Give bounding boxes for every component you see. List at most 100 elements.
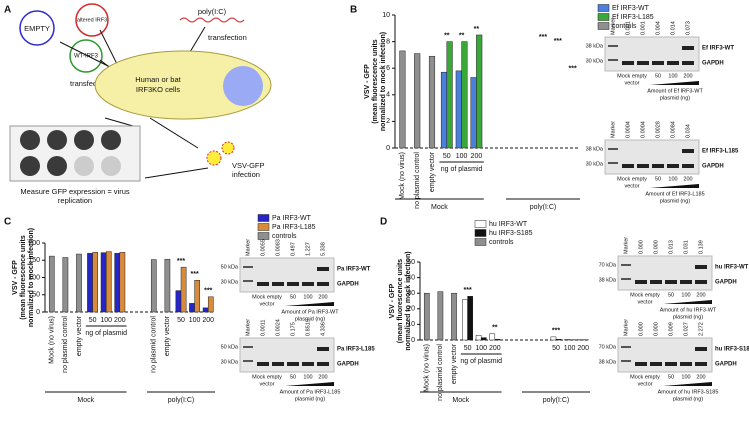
band: [257, 282, 269, 286]
bar: [440, 71, 448, 149]
x-tick-label: no plasmid control: [62, 316, 69, 373]
x-tick-label: 200: [577, 345, 589, 352]
bar: [423, 292, 430, 341]
band: [680, 280, 692, 284]
bar: [428, 55, 436, 149]
band: [621, 264, 631, 266]
wells: [20, 130, 121, 176]
bar: [62, 257, 69, 313]
band: [682, 149, 694, 153]
blot-amount: Amount of Ef IRF3-L185: [645, 191, 704, 197]
group-label: poly(I:C): [168, 397, 194, 404]
legend-label: Pa IRF3-WT: [272, 215, 312, 222]
arrow: [144, 167, 209, 179]
blot-marker: Marker: [610, 121, 616, 138]
bar: [194, 280, 201, 313]
significance: **: [474, 26, 480, 33]
blot-x-label: vector: [625, 80, 640, 86]
x-tick-label: 100: [456, 153, 468, 160]
lane-value: 0.031: [683, 240, 689, 254]
band: [287, 282, 299, 286]
band: [622, 164, 634, 168]
band: [635, 280, 647, 284]
x-tick-label: 100: [564, 345, 576, 352]
x-axis-label: ng of plasmid: [441, 166, 483, 173]
significance: **: [492, 325, 498, 332]
blot-target: Pa IRF3-WT: [337, 267, 371, 273]
panel-label: A: [4, 5, 11, 16]
band: [665, 362, 677, 366]
y-tick-label: 8: [386, 38, 390, 45]
wt-plasmid: [69, 39, 103, 73]
blot-marker: Marker: [245, 239, 251, 256]
band: [608, 148, 618, 150]
lane-value: 0.001: [625, 21, 631, 35]
blot-x-label: vector: [260, 381, 275, 387]
lane-value: 0.0024: [275, 319, 281, 336]
legend-label: controls: [489, 239, 514, 246]
lane-value: 0.0083: [275, 239, 281, 256]
blot-target: hu IRF3-WT: [715, 265, 749, 271]
x-tick-label: empty vector: [451, 343, 458, 384]
band: [665, 280, 677, 284]
y-tick-label: 20: [407, 306, 415, 313]
band: [621, 346, 631, 348]
band: [695, 280, 707, 284]
bar: [489, 333, 496, 341]
diagram-text: poly(I:C): [198, 7, 227, 16]
y-tick-label: 0: [386, 145, 390, 152]
bar: [150, 259, 157, 313]
legend-swatch: [597, 22, 610, 30]
bar: [550, 336, 557, 341]
band: [317, 267, 329, 271]
x-tick-label: 200: [489, 345, 501, 352]
blot-x-label: 50: [290, 294, 296, 300]
legend-swatch: [474, 238, 487, 246]
diagram-text: infection: [232, 170, 260, 179]
kda-label: 30 kDa: [221, 359, 239, 365]
blot-target: Ef IRF3-L185: [702, 149, 739, 155]
panel-label: B: [350, 5, 357, 16]
significance: ***: [191, 271, 199, 278]
blot-marker: Marker: [623, 319, 629, 336]
band: [695, 347, 707, 351]
band: [317, 282, 329, 286]
blot-x-label: 100: [681, 374, 690, 380]
arrow: [149, 117, 199, 149]
band: [287, 362, 299, 366]
bar: [437, 291, 444, 341]
blot-x-label: 200: [318, 374, 327, 380]
kda-label: 70 kDa: [599, 262, 617, 268]
band: [667, 61, 679, 65]
blot-amount: plasmid (ng): [295, 316, 325, 322]
lane-value: 0.0004: [640, 121, 646, 138]
diagram-text: transfection: [208, 33, 247, 42]
significance: ***: [464, 287, 472, 294]
bar: [455, 70, 462, 149]
bar: [114, 253, 121, 313]
band: [622, 61, 634, 65]
lane-value: 0.8519: [305, 319, 311, 336]
band: [302, 362, 314, 366]
lane-value: 1.227: [305, 242, 311, 256]
x-tick-label: 200: [471, 153, 483, 160]
blot-amount: plasmid (ng): [295, 396, 325, 402]
significance: ***: [177, 258, 185, 265]
bar: [446, 41, 453, 149]
diagram-text: EMPTY: [24, 24, 50, 33]
kda-label: 50 kDa: [221, 344, 239, 350]
y-tick-label: 10: [382, 12, 390, 19]
band: [621, 360, 631, 362]
blot-amount: plasmid (ng): [673, 396, 703, 402]
group-label: Mock: [452, 397, 469, 404]
kda-label: 38 kDa: [586, 146, 604, 152]
diagram-text: replication: [58, 196, 92, 205]
lane-value: 0.000: [653, 322, 659, 336]
bar: [189, 303, 195, 313]
band: [317, 362, 329, 366]
legend-swatch: [597, 13, 610, 21]
bar: [164, 258, 171, 313]
legend-swatch: [474, 220, 487, 228]
diagram: EMPTY altered IRF3 WT-IRF3 poly(I:C) tra…: [9, 3, 272, 205]
